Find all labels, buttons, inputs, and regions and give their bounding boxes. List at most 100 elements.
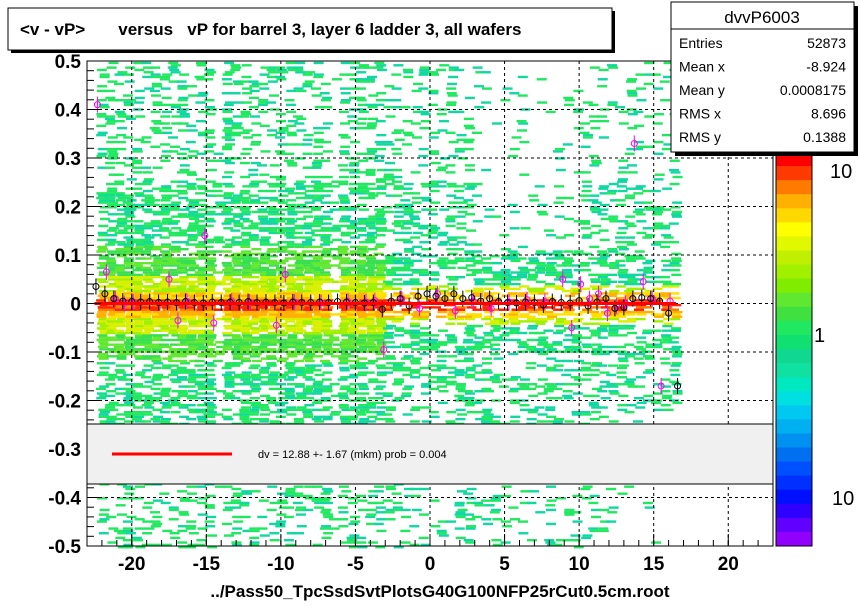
- heat-cell: [572, 383, 582, 385]
- heat-cell: [403, 413, 413, 415]
- heat-cell: [636, 146, 646, 148]
- heat-cell: [538, 413, 548, 415]
- heat-cell: [323, 364, 333, 366]
- heat-cell: [178, 213, 188, 215]
- heat-cell: [660, 99, 670, 101]
- heat-cell: [357, 348, 367, 350]
- heat-cell: [580, 222, 590, 224]
- heat-cell: [161, 292, 171, 294]
- heat-cell: [437, 260, 447, 262]
- heat-cell: [419, 537, 429, 539]
- heat-cell: [204, 246, 214, 248]
- heat-cell: [270, 420, 280, 422]
- heat-cell: [180, 309, 190, 311]
- heat-cell: [216, 281, 226, 283]
- heat-cell: [421, 392, 431, 394]
- heat-cell: [285, 283, 295, 285]
- heat-cell: [599, 509, 609, 511]
- heat-cell: [142, 339, 152, 341]
- heat-cell: [203, 78, 213, 80]
- heat-cell: [589, 164, 599, 166]
- heat-cell: [403, 76, 413, 78]
- heat-cell: [97, 262, 107, 264]
- heat-cell: [266, 190, 276, 192]
- heat-cell: [124, 413, 134, 415]
- heat-cell: [609, 318, 619, 320]
- heat-cell: [100, 73, 110, 75]
- heat-cell: [376, 318, 386, 320]
- heat-cell: [284, 241, 294, 243]
- heat-cell: [151, 264, 161, 266]
- heat-cell: [590, 495, 600, 497]
- heat-cell: [518, 267, 528, 269]
- heat-cell: [205, 262, 215, 264]
- heat-cell: [188, 129, 198, 131]
- heat-cell: [618, 269, 628, 271]
- heat-cell: [231, 506, 241, 508]
- heat-cell: [394, 334, 404, 336]
- heat-cell: [339, 276, 349, 278]
- heat-cell: [135, 527, 145, 529]
- heat-cell: [132, 171, 142, 173]
- heat-cell: [285, 318, 295, 320]
- heat-cell: [258, 281, 268, 283]
- heat-cell: [203, 341, 213, 343]
- heat-cell: [350, 367, 360, 369]
- heat-cell: [510, 518, 520, 520]
- heat-cell: [357, 271, 367, 273]
- heat-cell: [258, 527, 268, 529]
- heat-cell: [472, 402, 482, 404]
- heat-cell: [637, 341, 647, 343]
- heat-cell: [204, 225, 214, 227]
- heat-cell: [239, 411, 249, 413]
- heat-cell: [669, 292, 679, 294]
- heat-cell: [660, 378, 670, 380]
- heat-cell: [144, 320, 154, 322]
- heat-cell: [177, 395, 187, 397]
- heat-cell: [538, 204, 548, 206]
- heat-cell: [260, 534, 270, 536]
- heat-cell: [664, 409, 674, 411]
- heat-cell: [588, 257, 598, 259]
- heat-cell: [341, 99, 351, 101]
- heat-cell: [248, 169, 258, 171]
- heat-cell: [133, 406, 143, 408]
- heat-cell: [377, 220, 387, 222]
- heat-cell: [391, 73, 401, 75]
- heat-cell: [527, 418, 537, 420]
- heat-cell: [297, 525, 307, 527]
- heat-cell: [597, 260, 607, 262]
- heat-cell: [107, 276, 117, 278]
- heat-cell: [672, 355, 682, 357]
- heat-cell: [411, 362, 421, 364]
- heat-cell: [275, 150, 285, 152]
- heat-cell: [268, 402, 278, 404]
- heat-cell: [458, 201, 468, 203]
- heat-cell: [142, 257, 152, 259]
- heat-cell: [536, 339, 546, 341]
- heat-cell: [223, 120, 233, 122]
- heat-cell: [293, 115, 303, 117]
- heat-cell: [250, 364, 260, 366]
- heat-cell: [601, 278, 611, 280]
- heat-cell: [383, 106, 393, 108]
- heat-cell: [159, 213, 169, 215]
- heat-cell: [233, 492, 243, 494]
- heat-cell: [545, 313, 555, 315]
- heat-cell: [168, 150, 178, 152]
- heat-cell: [563, 360, 573, 362]
- heat-cell: [152, 101, 162, 103]
- heat-cell: [258, 215, 268, 217]
- heat-cell: [385, 341, 395, 343]
- heat-cell: [222, 269, 232, 271]
- heat-cell: [133, 341, 143, 343]
- heat-cell: [356, 278, 366, 280]
- heat-cell: [231, 499, 241, 501]
- heat-cell: [242, 392, 252, 394]
- heat-cell: [97, 392, 107, 394]
- heat-cell: [251, 490, 261, 492]
- heat-cell: [554, 418, 564, 420]
- heat-cell: [395, 362, 405, 364]
- heat-cell: [436, 316, 446, 318]
- heat-cell: [619, 360, 629, 362]
